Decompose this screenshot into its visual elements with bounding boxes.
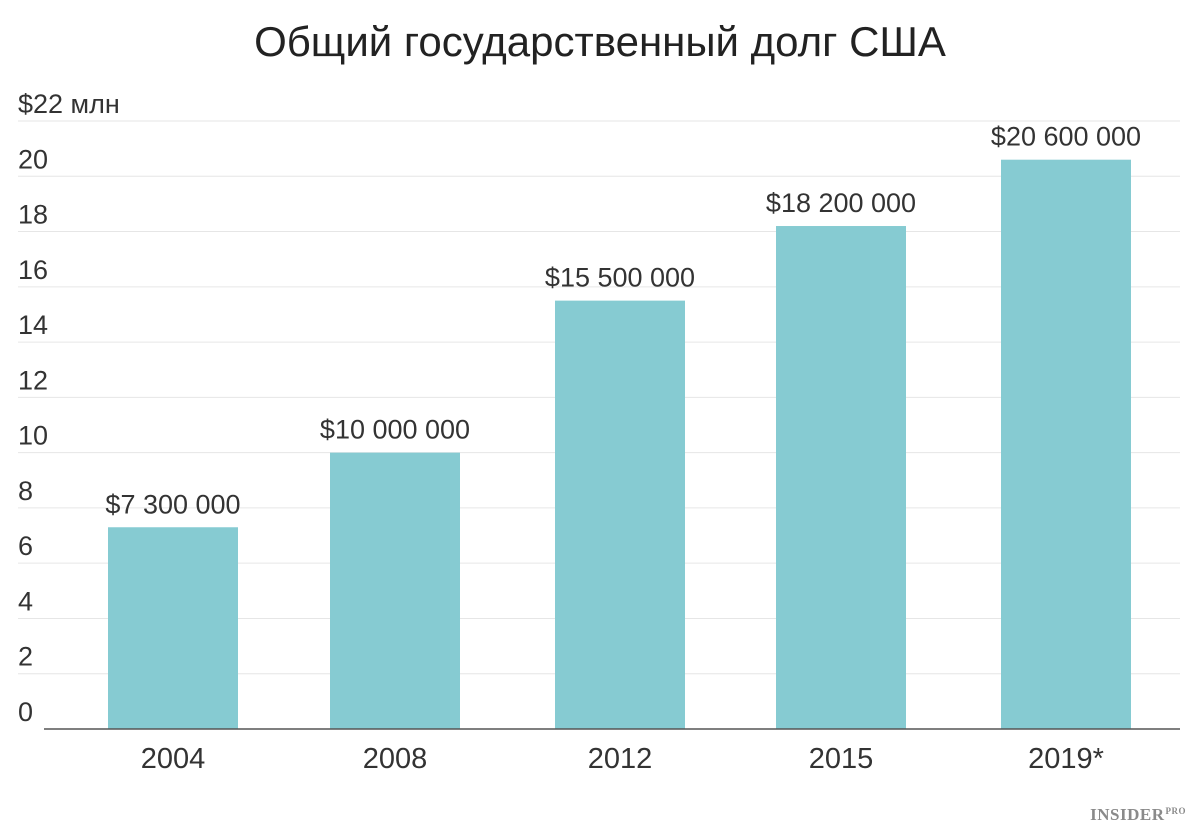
y-tick-label: 8 [18,476,33,506]
y-tick-label: 14 [18,310,48,340]
bar-value-label: $18 200 000 [766,188,916,218]
y-tick-label: 18 [18,200,48,230]
bar-value-label: $10 000 000 [320,415,470,445]
bar-value-label: $20 600 000 [991,122,1141,152]
y-tick-label: 2 [18,642,33,672]
x-tick-label: 2019* [1028,743,1104,775]
bar [776,226,906,729]
bar [108,527,238,729]
y-tick-label: 12 [18,365,48,395]
y-tick-label: 16 [18,255,48,285]
x-tick-label: 2015 [809,743,874,775]
chart-title: Общий государственный долг США [254,18,946,65]
logo-text: INSIDER [1090,805,1165,824]
y-tick-label: 6 [18,531,33,561]
x-tick-label: 2008 [363,743,428,775]
x-tick-label: 2004 [141,743,206,775]
y-tick-label: $22 млн [18,89,120,119]
insider-pro-logo: INSIDERPRO [1090,805,1186,825]
bars [108,159,1131,729]
bar [330,452,460,729]
bar-value-label: $15 500 000 [545,263,695,293]
bar [555,300,685,729]
y-tick-label: 20 [18,144,48,174]
bar-value-label: $7 300 000 [105,489,240,519]
y-tick-label: 4 [18,586,33,616]
x-tick-label: 2012 [588,743,653,775]
axes: 0 2 4 6 8 10 12 14 16 18 20 $22 млн [18,89,1180,730]
logo-suffix: PRO [1165,806,1186,816]
y-tick-label: 10 [18,421,48,451]
bar [1001,159,1131,729]
labels: $7 300 000 2004 $10 000 000 2008 $15 500 000… [105,122,1141,775]
y-tick-label: 0 [18,697,33,727]
